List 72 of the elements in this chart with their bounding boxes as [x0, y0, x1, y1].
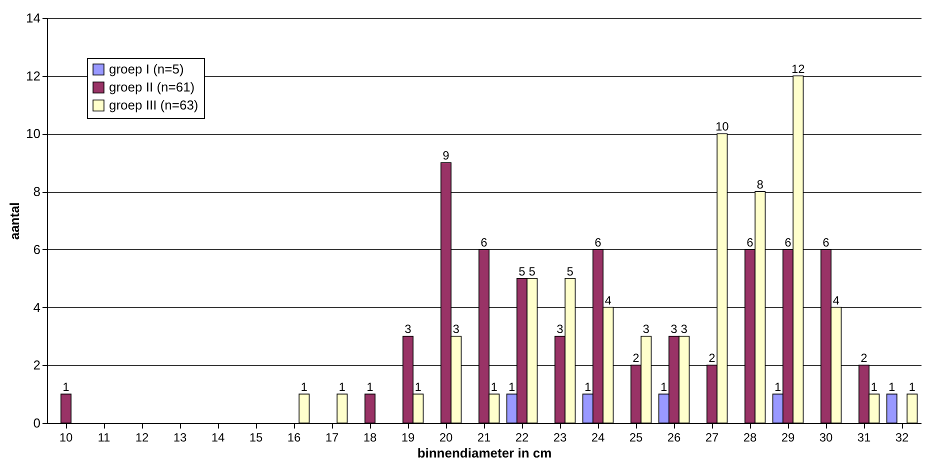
y-tick-label: 14	[26, 10, 40, 26]
x-tick-label: 13	[173, 430, 187, 444]
data-label: 1	[888, 380, 896, 394]
x-tick-label: 12	[135, 430, 149, 444]
x-tick-label: 27	[705, 430, 719, 444]
x-tick-label: 10	[59, 430, 73, 444]
x-tick-label: 18	[363, 430, 377, 444]
y-tick-label: 0	[33, 416, 40, 430]
data-label: 10	[715, 120, 730, 134]
y-axis-title: aantal	[7, 202, 22, 240]
x-tick-label: 22	[515, 430, 529, 444]
data-label: 5	[528, 264, 536, 278]
x-tick-label: 11	[98, 430, 111, 444]
data-label: 3	[556, 322, 564, 336]
data-label: 1	[414, 380, 422, 394]
x-tick-label: 26	[667, 430, 681, 444]
y-tick-label: 8	[33, 184, 40, 200]
data-label: 1	[490, 380, 498, 394]
data-label: 1	[508, 380, 516, 394]
x-tick-label: 28	[743, 430, 757, 444]
data-label: 5	[518, 264, 526, 278]
data-label: 6	[480, 235, 488, 250]
data-label: 4	[832, 293, 840, 308]
x-tick-label: 25	[629, 430, 643, 444]
x-tick-label: 21	[477, 430, 491, 444]
data-label: 9	[442, 148, 450, 163]
data-label: 2	[632, 351, 640, 366]
data-label: 1	[366, 380, 374, 394]
data-label: 3	[404, 322, 412, 336]
x-tick-label: 29	[781, 430, 795, 444]
data-label: 6	[594, 235, 602, 250]
x-tick-label: 15	[249, 430, 263, 444]
x-axis-title: binnendiameter in cm	[417, 446, 552, 460]
data-label: 1	[62, 380, 70, 394]
data-label: 8	[756, 178, 764, 192]
y-tick-label: 10	[26, 126, 40, 142]
data-label: 6	[746, 235, 754, 250]
x-tick-label: 17	[325, 430, 339, 444]
data-label: 1	[774, 380, 782, 394]
x-tick-label: 31	[857, 430, 871, 444]
data-label: 1	[584, 380, 592, 394]
data-label: 6	[822, 235, 830, 250]
data-label: 3	[642, 322, 650, 336]
data-label: 3	[680, 322, 688, 336]
x-tick-label: 16	[287, 430, 301, 444]
legend-label: groep III (n=63)	[109, 98, 198, 112]
data-label: 1	[660, 380, 668, 394]
data-label: 1	[908, 380, 916, 394]
y-tick-label: 4	[33, 300, 40, 315]
data-label: 5	[566, 264, 574, 278]
legend-label: groep II (n=61)	[109, 80, 195, 94]
x-tick-label: 14	[211, 430, 225, 444]
y-tick-label: 2	[33, 358, 40, 373]
x-tick-label: 30	[819, 430, 833, 444]
x-tick-label: 24	[591, 430, 605, 444]
x-tick-label: 20	[439, 430, 453, 444]
data-label: 2	[860, 351, 868, 366]
data-label: 1	[300, 380, 308, 394]
data-label: 1	[338, 380, 346, 394]
y-tick-label: 12	[26, 68, 40, 84]
data-label: 4	[604, 293, 612, 308]
data-label: 3	[670, 322, 678, 336]
data-label: 6	[784, 235, 792, 250]
data-label: 12	[791, 62, 806, 76]
data-label: 1	[870, 380, 878, 394]
legend-label: groep I (n=5)	[109, 62, 184, 76]
data-label: 2	[708, 351, 716, 366]
x-tick-label: 19	[401, 430, 415, 444]
y-tick-label: 6	[33, 242, 40, 257]
x-tick-label: 32	[895, 430, 909, 444]
data-label: 3	[452, 322, 460, 336]
x-tick-label: 23	[553, 430, 567, 444]
